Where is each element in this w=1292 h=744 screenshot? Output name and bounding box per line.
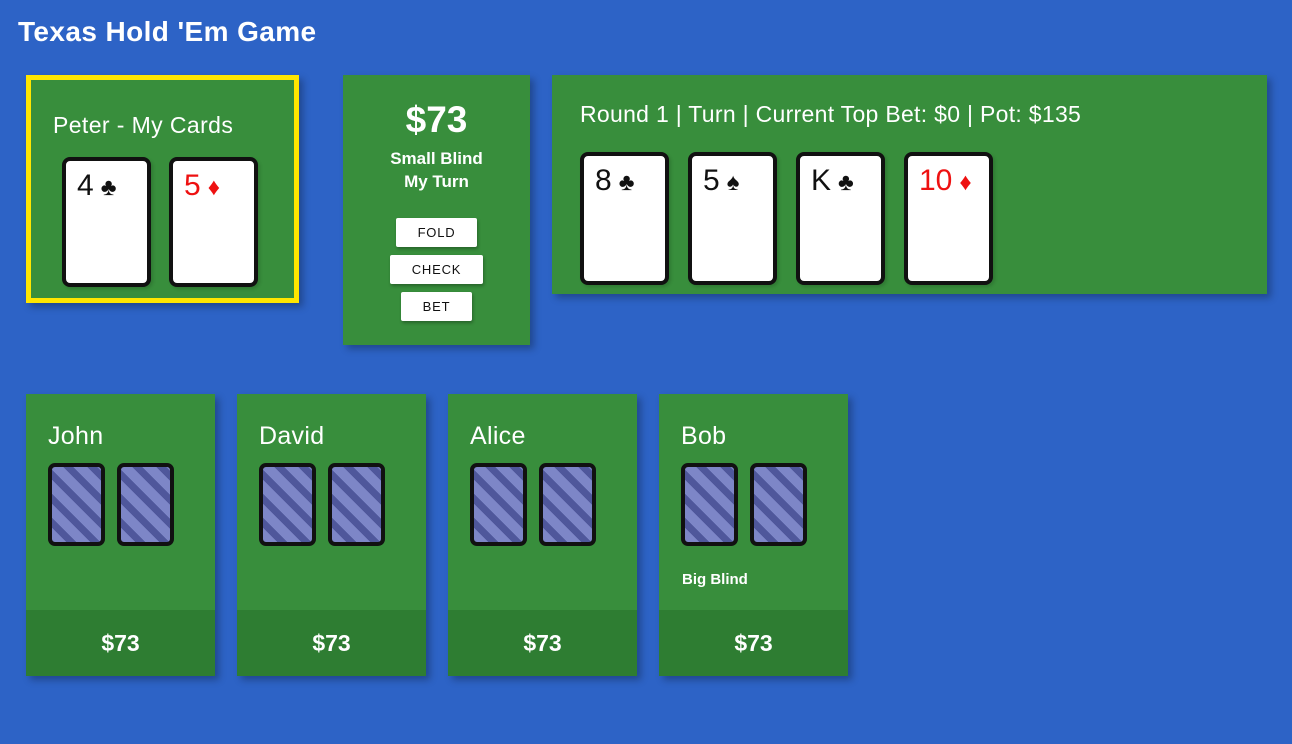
my-cards-row: 4 ♣ 5 ♦ [62,157,294,287]
card-back [750,463,807,546]
card-back [328,463,385,546]
page-title: Texas Hold 'Em Game [18,16,317,47]
opponent-name: David [259,422,325,450]
community-card: 8 ♣ [580,152,669,285]
card-label: K ♣ [811,164,881,198]
opponents-row: John $73 David $73 Alice [26,394,848,676]
card-back [48,463,105,546]
community-card: 5 ♠ [688,152,777,285]
bet-button[interactable]: BET [400,291,473,321]
card-label: 5 ♦ [184,169,254,203]
spade-suit-icon: ♠ [726,169,740,196]
opponent-chip-count: $73 [659,610,848,676]
card-back [259,463,316,546]
opponent-panel: David $73 [237,394,426,676]
opponent-name: Alice [470,422,526,450]
card-back [117,463,174,546]
action-panel: $73 Small Blind My Turn FOLD CHECK BET [343,75,530,345]
card-label: 5 ♠ [703,164,773,198]
opponent-cards [470,463,615,546]
my-cards-panel: Peter - My Cards 4 ♣ 5 ♦ [26,75,299,303]
card-back [539,463,596,546]
status-block: Small Blind My Turn [343,147,530,194]
card-label: 4 ♣ [77,169,147,203]
my-chip-count: $73 [405,99,468,140]
club-suit-icon: ♣ [838,169,854,196]
card-back [470,463,527,546]
round-info-text: Round 1 | Turn | Current Top Bet: $0 | P… [580,101,1082,127]
card-rank: 4 [77,169,94,202]
opponent-chip-count: $73 [237,610,426,676]
diamond-suit-icon: ♦ [959,169,972,196]
opponent-cards [48,463,193,546]
opponent-chip-count: $73 [448,610,637,676]
diamond-suit-icon: ♦ [207,174,220,201]
turn-indicator-label: My Turn [404,172,469,192]
opponent-name: Bob [681,422,727,450]
opponent-panel: Bob Big Blind $73 [659,394,848,676]
opponent-name: John [48,422,104,450]
card-label: 10 ♦ [919,164,989,198]
opponent-cards [259,463,404,546]
card-back [681,463,738,546]
card-rank: 5 [703,164,720,197]
community-cards-row: 8 ♣ 5 ♠ K ♣ 10 ♦ [580,152,1267,285]
playing-card: 4 ♣ [62,157,151,287]
fold-button[interactable]: FOLD [395,217,478,247]
community-card: 10 ♦ [904,152,993,285]
card-rank: K [811,164,832,197]
playing-card: 5 ♦ [169,157,258,287]
opponent-chip-count: $73 [26,610,215,676]
club-suit-icon: ♣ [618,169,635,196]
action-buttons: FOLD CHECK BET [343,214,530,325]
card-label: 8 ♣ [595,164,665,198]
opponent-panel: John $73 [26,394,215,676]
round-info-panel: Round 1 | Turn | Current Top Bet: $0 | P… [552,75,1267,294]
club-suit-icon: ♣ [100,174,117,201]
card-rank: 5 [184,169,201,202]
card-rank: 8 [595,164,612,197]
card-rank: 10 [919,164,953,197]
community-card: K ♣ [796,152,885,285]
opponent-panel: Alice $73 [448,394,637,676]
opponent-cards [681,463,826,546]
check-button[interactable]: CHECK [389,254,484,284]
blind-role-label: Small Blind [390,149,483,168]
my-cards-title: Peter - My Cards [53,112,234,138]
blind-badge: Big Blind [682,571,748,588]
